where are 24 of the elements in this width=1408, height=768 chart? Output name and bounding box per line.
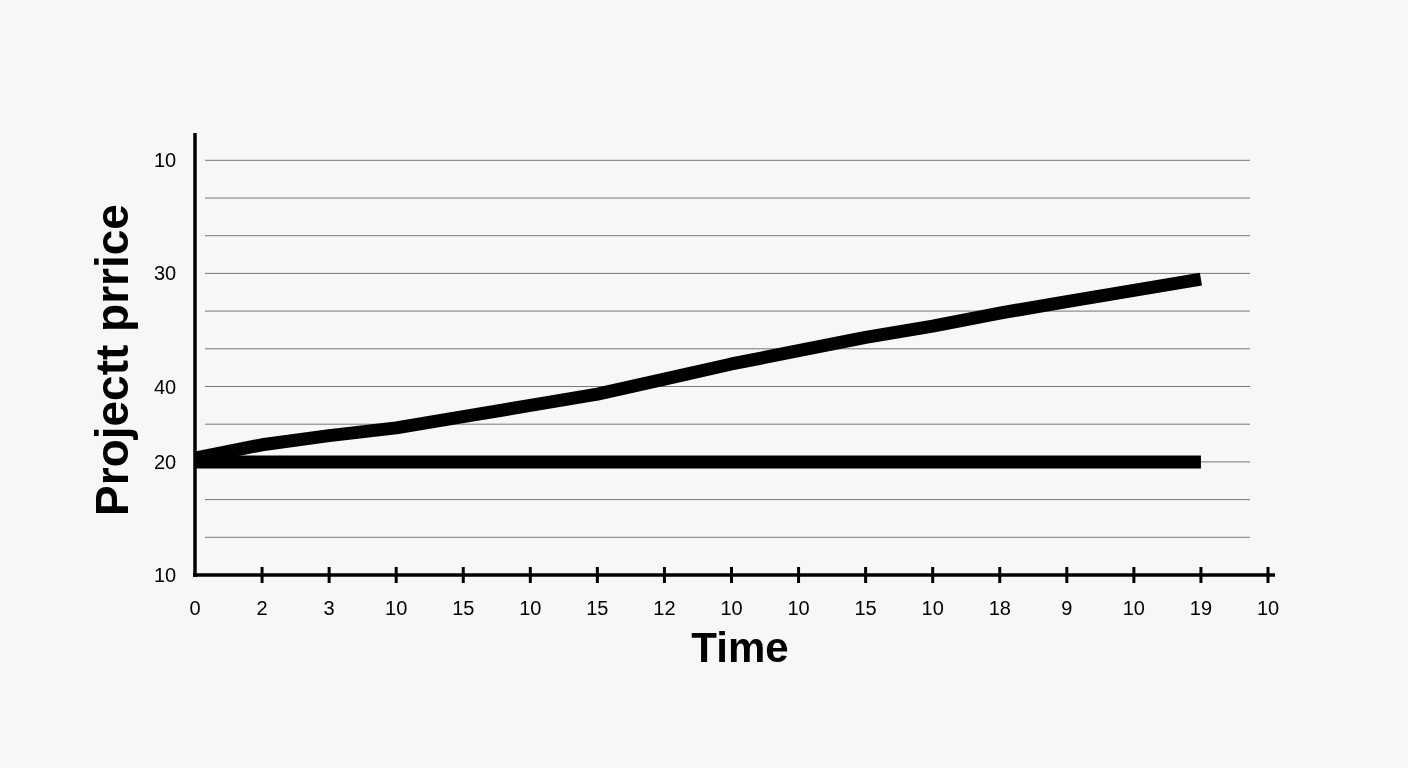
text: 10	[153, 564, 177, 586]
text: 20	[153, 450, 177, 473]
text: 10	[153, 149, 177, 172]
x-tick-label: 10	[720, 597, 743, 619]
x-tick-label: 10	[1256, 597, 1280, 619]
x-tick-label: 19	[1189, 597, 1213, 619]
x-tick-label: 18	[988, 597, 1011, 619]
x-axis-title: Time	[691, 624, 789, 671]
x-tick-label: 10	[787, 597, 810, 619]
x-tick-label: 15	[586, 597, 609, 619]
x-tick-label: 15	[854, 597, 877, 619]
text: 30	[153, 262, 177, 285]
x-tick-label: 2	[256, 597, 268, 619]
x-tick-label: 3	[323, 597, 335, 619]
x-tick-label: 10	[385, 597, 408, 619]
x-tick-label: 10	[519, 597, 542, 619]
x-tick-label: 10	[921, 597, 944, 619]
x-tick-label: 9	[1061, 597, 1073, 619]
x-tick-label: 15	[452, 597, 475, 619]
x-tick-label: 10	[1122, 597, 1145, 619]
x-tick-label: 12	[653, 597, 676, 619]
y-axis-title: Projectt prrice	[86, 204, 138, 516]
x-tick-label: 0	[189, 597, 201, 619]
text: 40	[153, 375, 177, 398]
